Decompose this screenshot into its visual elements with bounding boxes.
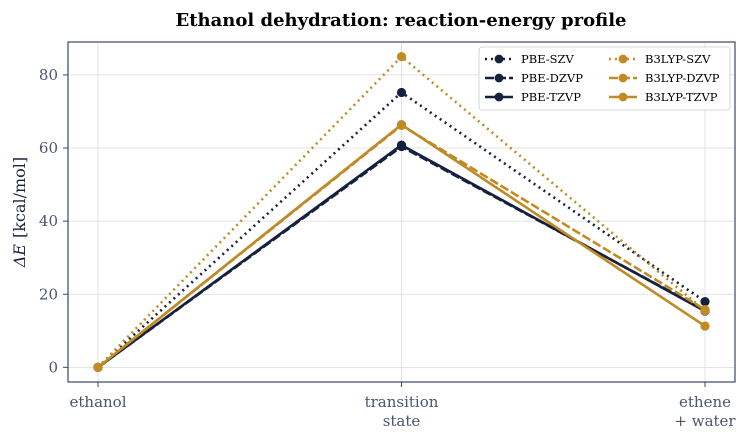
legend-frame <box>478 46 731 111</box>
legend-label: PBE-DZVP <box>521 71 583 85</box>
x-tick-label: ethanol <box>70 393 127 411</box>
legend-marker-b3lyp-szv <box>618 54 628 64</box>
legend-marker-pbe-szv <box>494 54 504 64</box>
data-point-b3lyp-szv <box>396 52 407 62</box>
y-axis-label: ΔE [kcal/mol] <box>10 157 29 268</box>
y-tick-label: 40 <box>39 212 58 230</box>
y-tick-label: 20 <box>39 285 58 303</box>
data-point-pbe-tzvp <box>396 140 407 150</box>
y-tick-label: 80 <box>39 66 58 84</box>
x-tick-label: transition state <box>365 393 439 430</box>
legend-label: B3LYP-TZVP <box>645 90 718 104</box>
legend-marker-pbe-dzvp <box>494 73 504 83</box>
legend-marker-b3lyp-tzvp <box>618 92 628 102</box>
legend-label: B3LYP-SZV <box>645 52 711 66</box>
x-tick-label: ethene + water <box>674 393 736 430</box>
data-point-b3lyp-tzvp <box>93 362 103 372</box>
legend: PBE-SZV B3LYP-SZV PBE-DZVP B3LYP-DZVP PBE-TZ… <box>478 46 731 111</box>
y-tick-label: 60 <box>39 139 58 157</box>
y-axis-ticks: 0 20 40 60 80 <box>39 66 68 376</box>
legend-label: PBE-SZV <box>521 52 575 66</box>
series-markers <box>93 52 710 372</box>
y-tick-label: 0 <box>48 358 58 376</box>
legend-marker-pbe-tzvp <box>494 92 504 102</box>
data-point-b3lyp-dzvp <box>700 305 710 315</box>
legend-marker-b3lyp-dzvp <box>618 73 628 83</box>
legend-label: B3LYP-DZVP <box>645 71 720 85</box>
series-line-b3lyp-szv <box>97 55 706 369</box>
legend-label: PBE-TZVP <box>521 90 581 104</box>
x-axis-ticks: ethanol transition state ethene + water <box>70 382 736 430</box>
data-point-pbe-szv <box>396 87 407 98</box>
data-point-b3lyp-tzvp <box>700 321 710 331</box>
y-axis-label-symbol: ΔE <box>10 244 29 269</box>
y-axis-label-unit: [kcal/mol] <box>10 157 29 238</box>
chart-title: Ethanol dehydration: reaction-energy pro… <box>176 10 627 31</box>
data-point-pbe-szv <box>700 296 710 307</box>
data-point-b3lyp-tzvp <box>396 120 407 130</box>
